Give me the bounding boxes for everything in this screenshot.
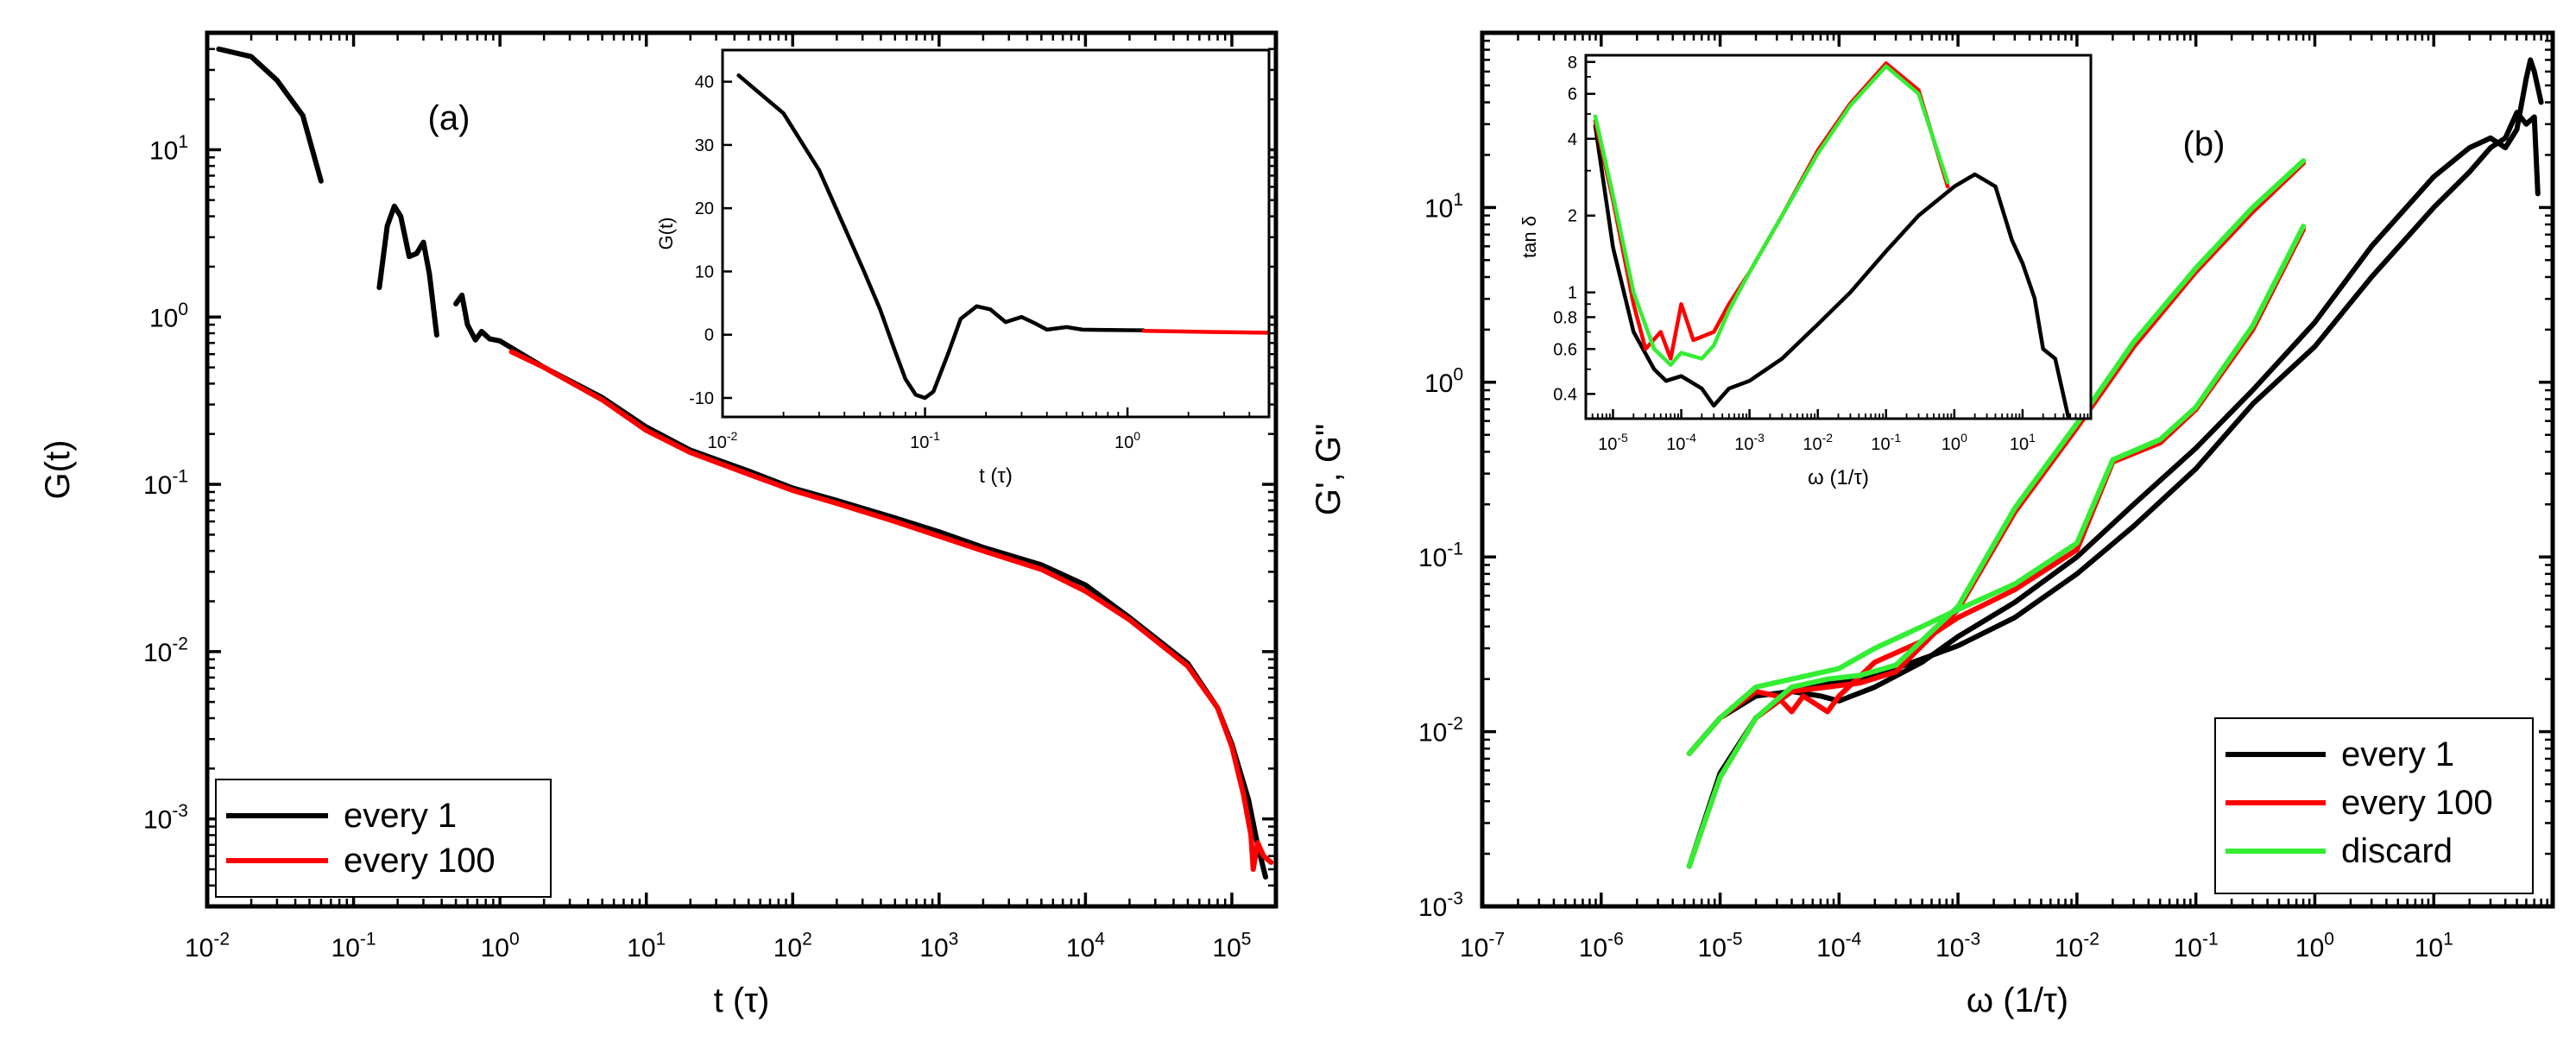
series-line-every-1 xyxy=(1686,110,2541,869)
inset-y-tick-label: 20 xyxy=(695,199,714,218)
series-line-every-100 xyxy=(508,349,1274,872)
x-tick-label: 10-1 xyxy=(331,930,376,963)
series-group xyxy=(216,46,1274,880)
inset-x-tick-label: 101 xyxy=(2010,431,2036,454)
legend-box xyxy=(215,779,552,898)
y-tick-label: 101 xyxy=(149,132,188,166)
legend-label: every 1 xyxy=(2341,735,2454,773)
y-tick-label: 10-1 xyxy=(143,467,188,501)
inset-x-tick-label: 10-4 xyxy=(1666,431,1696,454)
x-tick-label: 10-3 xyxy=(1935,930,1980,963)
inset-y-axis-label: tan δ xyxy=(1518,216,1540,258)
y-tick-label: 10-3 xyxy=(143,801,188,835)
inset-x-tick-label: 10-3 xyxy=(1734,431,1765,454)
y-axis-label: G(t) xyxy=(39,440,77,500)
series-line-every-1 xyxy=(216,46,324,184)
inset-series-line-every-1 xyxy=(736,73,1146,401)
y-tick-label: 100 xyxy=(1424,364,1463,398)
legend-label: every 100 xyxy=(2341,784,2493,822)
x-tick-label: 10-2 xyxy=(2055,930,2099,963)
legend-label: every 100 xyxy=(344,842,496,880)
x-tick-label: 100 xyxy=(481,930,520,963)
legend: every 1 every 100 xyxy=(215,779,552,898)
inset: 10-5 10-4 10-3 10-2 10-1 100 101 0.4 0.6 0.8 1 2 4 6 8… xyxy=(1518,54,2093,489)
inset-series-line-every-1 xyxy=(1593,123,2071,419)
inset-y-tick-label: 6 xyxy=(1568,85,1577,104)
inset-x-tick-label: 10-2 xyxy=(1803,431,1833,454)
inset-x-tick-label: 10-5 xyxy=(1598,431,1628,454)
inset-y-tick-label: 1 xyxy=(1568,284,1577,303)
inset-y-axis-label: G(t) xyxy=(655,218,677,250)
inset-y-tick-label: 8 xyxy=(1568,54,1577,73)
inset-y-tick-label: 0.4 xyxy=(1553,385,1577,404)
y-tick-label: 10-1 xyxy=(1418,540,1463,573)
legend: every 1 every 100 discard xyxy=(2214,717,2534,894)
inset-x-tick-label: 100 xyxy=(1114,429,1140,452)
series-line-discard xyxy=(1686,224,2307,756)
inset-x-axis-label: ω (1/τ) xyxy=(1808,466,1869,489)
x-tick-label: 104 xyxy=(1066,930,1105,963)
inset-frame xyxy=(721,48,1271,419)
inset-series-group xyxy=(1593,61,2071,419)
legend-label: every 1 xyxy=(344,797,457,835)
panel-label: (b) xyxy=(2183,125,2226,163)
x-axis-label: t (τ) xyxy=(714,981,770,1019)
x-tick-label: 101 xyxy=(627,930,666,963)
inset: 10-2 10-1 100 -10 0 10 20 30 40 t (τ) G(t) xyxy=(655,48,1271,488)
panel-label: (a) xyxy=(428,99,470,137)
series-line-discard xyxy=(1686,158,2307,869)
x-tick-label: 10-6 xyxy=(1579,930,1624,963)
y-tick-label: 101 xyxy=(1424,190,1463,224)
inset-x-axis-label: t (τ) xyxy=(979,464,1013,488)
inset-background xyxy=(723,50,1269,417)
inset-y-tick-label: 10 xyxy=(695,262,714,281)
x-tick-label: 101 xyxy=(2415,930,2453,963)
plot-frame xyxy=(205,30,1279,909)
inset-x-tick-label: 10-1 xyxy=(1871,431,1901,454)
inset-frame xyxy=(1584,54,2093,420)
inset-y-tick-label: 0.6 xyxy=(1553,340,1577,359)
inset-y-tick-label: 40 xyxy=(695,73,714,92)
plot-frame xyxy=(1480,30,2555,909)
y-tick-label: 100 xyxy=(149,300,188,333)
chart-panel-a: 10-2 10-1 100 101 102 103 104 10510-310-210-110… xyxy=(39,30,1279,1019)
y-axis-label: G', G" xyxy=(1310,424,1348,515)
inset-y-tick-label: 0 xyxy=(704,326,714,345)
x-tick-label: 10-7 xyxy=(1460,930,1505,963)
inset-series-line-every-100 xyxy=(1141,329,1269,335)
x-tick-label: 10-5 xyxy=(1698,930,1743,963)
x-tick-label: 103 xyxy=(919,930,958,963)
x-tick-label: 10-1 xyxy=(2174,930,2219,963)
x-tick-label: 100 xyxy=(2295,930,2334,963)
inset-y-tick-label: 2 xyxy=(1568,207,1577,226)
legend-box xyxy=(2214,717,2534,894)
series-line-every-1 xyxy=(1686,57,2544,756)
inset-y-tick-label: 4 xyxy=(1568,130,1577,149)
series-group xyxy=(1686,57,2544,869)
inset-background xyxy=(1586,55,2091,419)
inset-y-tick-label: 0.8 xyxy=(1553,308,1577,327)
x-tick-label: 105 xyxy=(1212,930,1251,963)
y-tick-label: 10-3 xyxy=(1418,889,1463,923)
inset-y-tick-label: 30 xyxy=(695,136,714,155)
chart-panel-b: 10-7 10-6 10-5 10-4 10-3 10-2 10-1 100 10110-310… xyxy=(1310,30,2555,1019)
inset-x-tick-label: 10-2 xyxy=(708,429,738,452)
inset-x-tick-label: 10-1 xyxy=(910,429,940,452)
x-tick-label: 10-4 xyxy=(1816,930,1861,963)
legend-label: discard xyxy=(2341,832,2453,870)
x-tick-label: 102 xyxy=(773,930,812,963)
x-tick-label: 10-2 xyxy=(185,930,230,963)
x-axis-label: ω (1/τ) xyxy=(1967,981,2068,1019)
inset-x-tick-label: 100 xyxy=(1941,431,1967,454)
y-tick-label: 10-2 xyxy=(1418,714,1463,748)
inset-series-line-discard xyxy=(1593,64,1950,367)
series-line-every-1 xyxy=(376,203,439,338)
inset-y-tick-label: -10 xyxy=(689,389,714,408)
y-tick-label: 10-2 xyxy=(143,634,188,667)
inset-series-group xyxy=(736,73,1269,401)
